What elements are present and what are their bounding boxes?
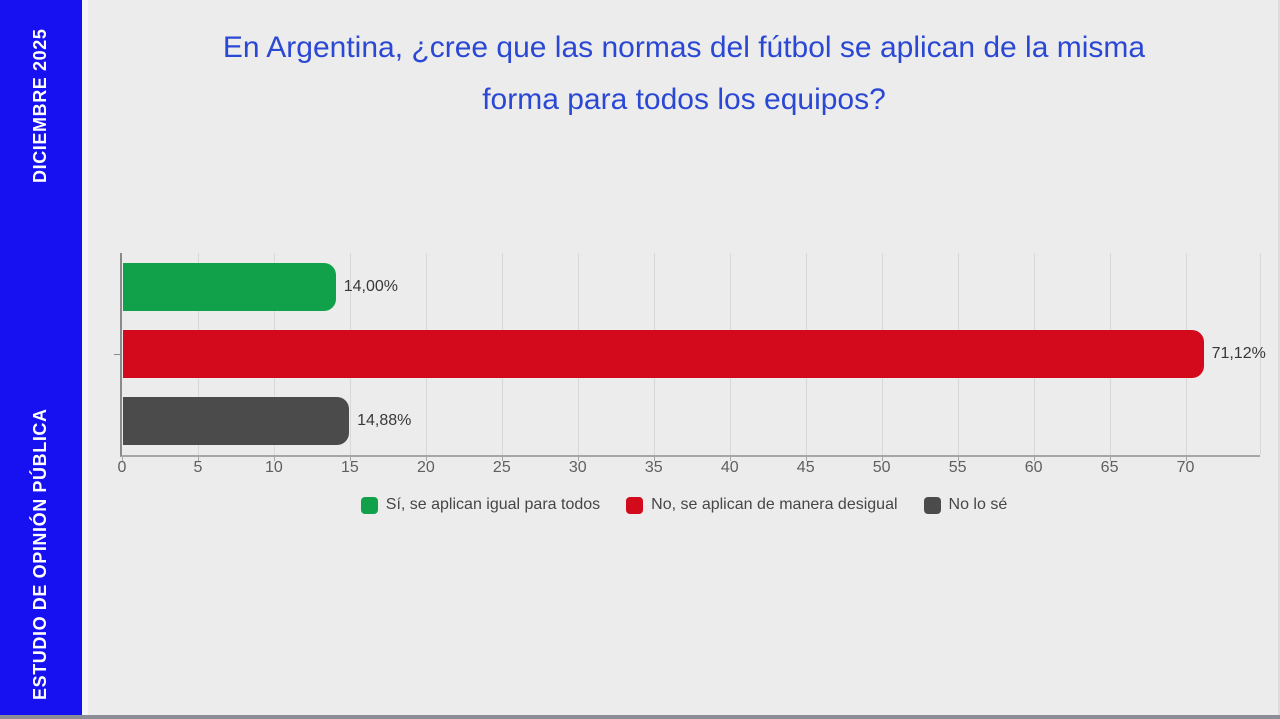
x-axis-tick-label: 70 — [1176, 459, 1195, 476]
legend-item-2: No, se aplican de manera desigual — [626, 496, 898, 514]
bar-value-label: 71,12% — [1211, 345, 1266, 362]
chart-legend: Sí, se aplican igual para todos No, se ap… — [88, 496, 1280, 514]
x-axis-tick — [653, 455, 655, 461]
bar-value-label: 14,00% — [343, 277, 398, 295]
bar-2 — [123, 330, 1204, 378]
chart-title-line-1: En Argentina, ¿cree que las normas del f… — [222, 31, 1146, 64]
legend-swatch — [626, 496, 644, 514]
x-axis-tick — [349, 455, 351, 461]
x-axis-tick — [957, 455, 959, 461]
x-axis-tick — [577, 455, 579, 461]
x-axis-tick-label: 25 — [492, 459, 511, 476]
x-axis-tick-label: 50 — [872, 459, 891, 476]
x-axis-tick-label: 65 — [1100, 459, 1119, 476]
x-axis-tick-label: 35 — [644, 459, 663, 476]
x-axis-tick — [1185, 455, 1187, 461]
x-axis-tick-label: 5 — [193, 459, 203, 476]
x-axis-tick-label: 0 — [117, 459, 127, 476]
x-axis-tick-label: 10 — [265, 459, 283, 476]
x-axis-tick-label: 40 — [720, 459, 739, 476]
x-axis-tick-label: 15 — [340, 459, 359, 476]
x-axis-tick-label: 45 — [796, 459, 815, 476]
x-axis-tick-label: 20 — [416, 459, 435, 476]
legend-swatch — [923, 496, 941, 514]
chart-title: En Argentina, ¿cree que las normas del f… — [88, 22, 1280, 126]
plot-area: 0 5 10 15 20 25 30 35 40 45 50 55 60 65 70 14,00% 71,12%… — [114, 253, 1266, 476]
x-axis-tick — [729, 455, 731, 461]
x-axis-tick — [1033, 455, 1035, 461]
sidebar-date-label: DICIEMBRE 2025 — [30, 28, 50, 183]
x-axis-tick-label: 30 — [568, 459, 587, 476]
legend-item-1: Sí, se aplican igual para todos — [360, 496, 601, 514]
slide-right-edge — [1278, 0, 1280, 719]
x-axis-tick-label: 55 — [948, 459, 967, 476]
x-axis-tick — [197, 455, 199, 461]
legend-swatch — [360, 496, 378, 514]
x-axis-tick — [425, 455, 427, 461]
legend-label: No, se aplican de manera desigual — [651, 496, 898, 513]
x-axis-tick — [1109, 455, 1111, 461]
x-axis-tick — [881, 455, 883, 461]
chart-title-line-2: forma para todos los equipos? — [482, 83, 886, 116]
bottom-border — [0, 715, 1280, 719]
legend-item-3: No lo sé — [923, 496, 1008, 514]
x-axis-tick — [122, 455, 123, 461]
bar-3 — [123, 397, 350, 446]
legend-label: Sí, se aplican igual para todos — [385, 496, 601, 513]
x-axis-tick — [805, 455, 807, 461]
x-axis-tick — [501, 455, 503, 461]
sidebar-study-label: ESTUDIO DE OPINIÓN PÚBLICA — [30, 408, 50, 700]
y-axis-tick — [114, 354, 120, 355]
bar-value-label: 14,88% — [357, 412, 412, 430]
legend-label: No lo sé — [948, 496, 1008, 513]
sidebar: DICIEMBRE 2025 ESTUDIO DE OPINIÓN PÚBLIC… — [0, 0, 88, 715]
gridline — [1260, 253, 1261, 455]
x-axis-tick — [273, 455, 275, 461]
x-axis-tick-label: 60 — [1024, 459, 1043, 476]
bar-1 — [123, 262, 336, 311]
